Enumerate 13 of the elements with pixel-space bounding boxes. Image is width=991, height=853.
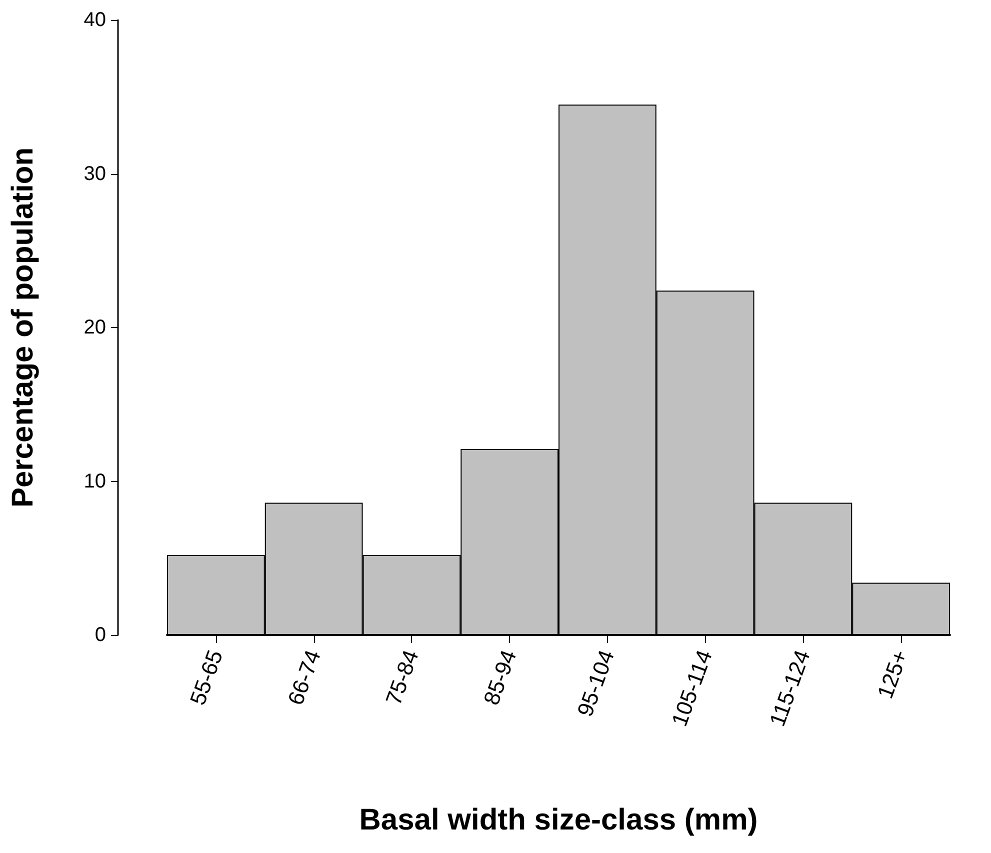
x-tick-label: 55-65 [184, 646, 228, 708]
y-tick-label: 30 [84, 162, 106, 185]
y-tick-label: 40 [84, 9, 106, 31]
x-tick-label: 125+ [872, 646, 913, 702]
y-tick-label: 0 [94, 624, 106, 646]
x-tick-label: 66-74 [282, 646, 326, 708]
y-axis-title: Percentage of population [6, 147, 40, 508]
x-tick-label: 95-104 [572, 646, 620, 720]
x-axis-title: Basal width size-class (mm) [359, 804, 758, 836]
x-tick-label: 85-94 [478, 646, 522, 708]
y-tick-label: 10 [84, 470, 106, 492]
y-tick-label: 20 [84, 316, 106, 338]
x-tick-label: 75-84 [380, 646, 424, 708]
